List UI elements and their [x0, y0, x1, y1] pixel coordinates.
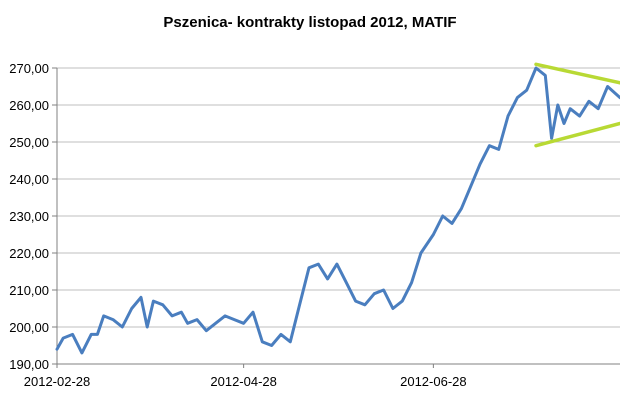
y-tick-label: 230,00 — [9, 209, 49, 224]
triangle-lower-line — [534, 121, 620, 148]
y-tick-label: 210,00 — [9, 283, 49, 298]
x-tick-label: 2012-04-28 — [210, 374, 277, 389]
grid-lines — [57, 67, 620, 365]
chart-title: Pszenica- kontrakty listopad 2012, MATIF — [163, 14, 457, 31]
y-tick-label: 250,00 — [9, 135, 49, 150]
annotation-layer — [534, 62, 620, 148]
x-tick-label: 2012-02-28 — [24, 374, 91, 389]
y-tick-label: 190,00 — [9, 357, 49, 372]
y-tick-label: 270,00 — [9, 61, 49, 76]
triangle-upper-line — [534, 62, 620, 85]
x-tick-label: 2012-06-28 — [400, 374, 467, 389]
y-tick-label: 260,00 — [9, 98, 49, 113]
y-tick-label: 220,00 — [9, 246, 49, 261]
y-tick-label: 240,00 — [9, 172, 49, 187]
axes — [52, 67, 620, 368]
y-tick-label: 200,00 — [9, 320, 49, 335]
tick-labels: 190,00 200,00 210,00 220,00 230,00 240,00 250,… — [9, 61, 466, 389]
series-line — [55, 66, 620, 355]
series-layer — [55, 66, 620, 355]
